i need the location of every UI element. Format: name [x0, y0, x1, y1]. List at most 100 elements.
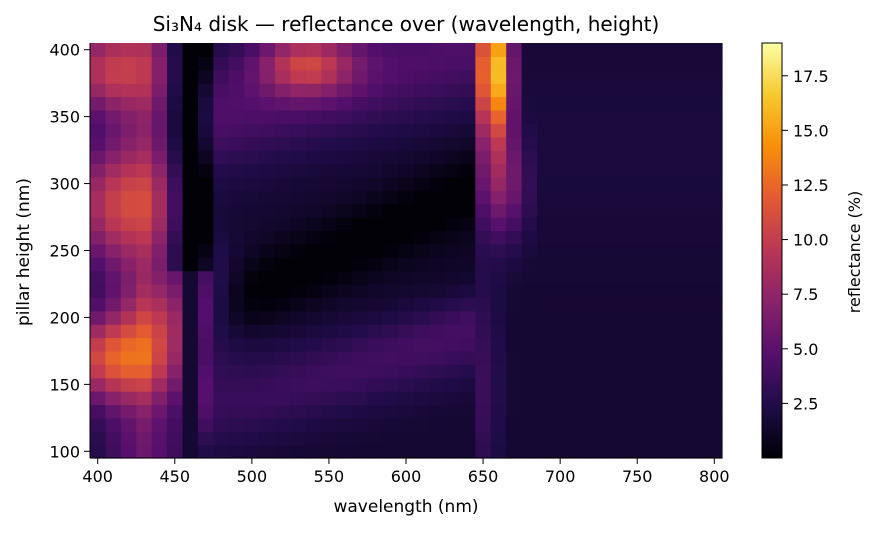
heatmap-cell: [691, 444, 708, 459]
heatmap-cell: [105, 109, 122, 124]
heatmap-cell: [706, 136, 723, 151]
heatmap-cell: [490, 203, 507, 218]
heatmap-cell: [367, 283, 384, 298]
heatmap-cell: [228, 230, 245, 245]
heatmap-cell: [105, 417, 122, 432]
heatmap-cell: [691, 270, 708, 285]
heatmap-cell: [537, 310, 554, 325]
heatmap-cell: [352, 109, 369, 124]
heatmap-cell: [398, 364, 415, 379]
heatmap-cell: [413, 83, 430, 98]
heatmap-cell: [90, 270, 107, 285]
colorbar: [761, 42, 783, 459]
heatmap-cell: [614, 257, 631, 272]
heatmap-cell: [490, 83, 507, 98]
heatmap-cell: [197, 324, 214, 339]
heatmap-cell: [367, 431, 384, 446]
heatmap-cell: [120, 283, 137, 298]
heatmap-cell: [290, 56, 307, 71]
heatmap-cell: [598, 136, 615, 151]
y-tick-label: 100: [49, 442, 80, 461]
heatmap-cell: [321, 391, 338, 406]
heatmap-cell: [660, 96, 677, 111]
heatmap-cell: [120, 297, 137, 312]
heatmap-cell: [244, 176, 261, 191]
heatmap-cell: [691, 324, 708, 339]
heatmap-cell: [151, 109, 168, 124]
heatmap-cell: [459, 283, 476, 298]
heatmap-cell: [305, 310, 322, 325]
heatmap-cell: [490, 283, 507, 298]
heatmap-cell: [537, 123, 554, 138]
heatmap-cell: [413, 203, 430, 218]
heatmap-cell: [197, 417, 214, 432]
heatmap-cell: [660, 364, 677, 379]
heatmap-cell: [506, 56, 523, 71]
heatmap-cell: [614, 43, 631, 57]
heatmap-cell: [675, 56, 692, 71]
heatmap-cell: [290, 43, 307, 57]
heatmap-cell: [228, 310, 245, 325]
heatmap-cell: [644, 83, 661, 98]
heatmap-cell: [398, 377, 415, 392]
heatmap-cell: [305, 297, 322, 312]
heatmap-cell: [120, 391, 137, 406]
heatmap-cell: [90, 431, 107, 446]
heatmap-cell: [259, 69, 276, 84]
heatmap-cell: [506, 377, 523, 392]
heatmap-cell: [537, 136, 554, 151]
heatmap-cell: [259, 163, 276, 178]
heatmap-cell: [706, 391, 723, 406]
heatmap-cell: [151, 176, 168, 191]
heatmap-cell: [382, 43, 399, 57]
heatmap-cell: [644, 257, 661, 272]
heatmap-cell: [598, 163, 615, 178]
heatmap-cell: [90, 69, 107, 84]
heatmap-cell: [706, 190, 723, 205]
heatmap-cell: [382, 310, 399, 325]
heatmap-cell: [598, 283, 615, 298]
heatmap-cell: [90, 310, 107, 325]
heatmap-cell: [120, 310, 137, 325]
heatmap-cell: [413, 123, 430, 138]
heatmap-cell: [382, 176, 399, 191]
heatmap-cell: [660, 230, 677, 245]
heatmap-cell: [444, 243, 461, 258]
heatmap-cell: [537, 150, 554, 165]
heatmap-cell: [490, 109, 507, 124]
heatmap-cell: [90, 203, 107, 218]
heatmap-cell: [382, 404, 399, 419]
heatmap-cell: [490, 444, 507, 459]
heatmap-cell: [367, 109, 384, 124]
heatmap-cell: [367, 96, 384, 111]
heatmap-cell: [90, 404, 107, 419]
heatmap-cell: [429, 217, 446, 232]
heatmap-cell: [506, 123, 523, 138]
heatmap-cell: [398, 350, 415, 365]
heatmap-cell: [567, 203, 584, 218]
heatmap-cell: [367, 203, 384, 218]
heatmap-cell: [644, 391, 661, 406]
heatmap-cell: [259, 297, 276, 312]
heatmap-cell: [305, 391, 322, 406]
heatmap-cell: [706, 217, 723, 232]
heatmap-cell: [521, 230, 538, 245]
heatmap-cell: [413, 43, 430, 57]
heatmap-cell: [182, 364, 199, 379]
heatmap-cell: [259, 324, 276, 339]
heatmap-cell: [552, 283, 569, 298]
heatmap-cell: [444, 350, 461, 365]
heatmap-cell: [567, 69, 584, 84]
heatmap-cell: [660, 83, 677, 98]
heatmap-cell: [429, 230, 446, 245]
heatmap-cell: [228, 136, 245, 151]
heatmap-cell: [629, 310, 646, 325]
heatmap-cell: [706, 257, 723, 272]
heatmap-cell: [537, 69, 554, 84]
heatmap-cell: [305, 364, 322, 379]
heatmap-cell: [90, 243, 107, 258]
heatmap-cell: [598, 123, 615, 138]
heatmap-cell: [290, 96, 307, 111]
heatmap-cell: [567, 297, 584, 312]
heatmap-cell: [583, 404, 600, 419]
